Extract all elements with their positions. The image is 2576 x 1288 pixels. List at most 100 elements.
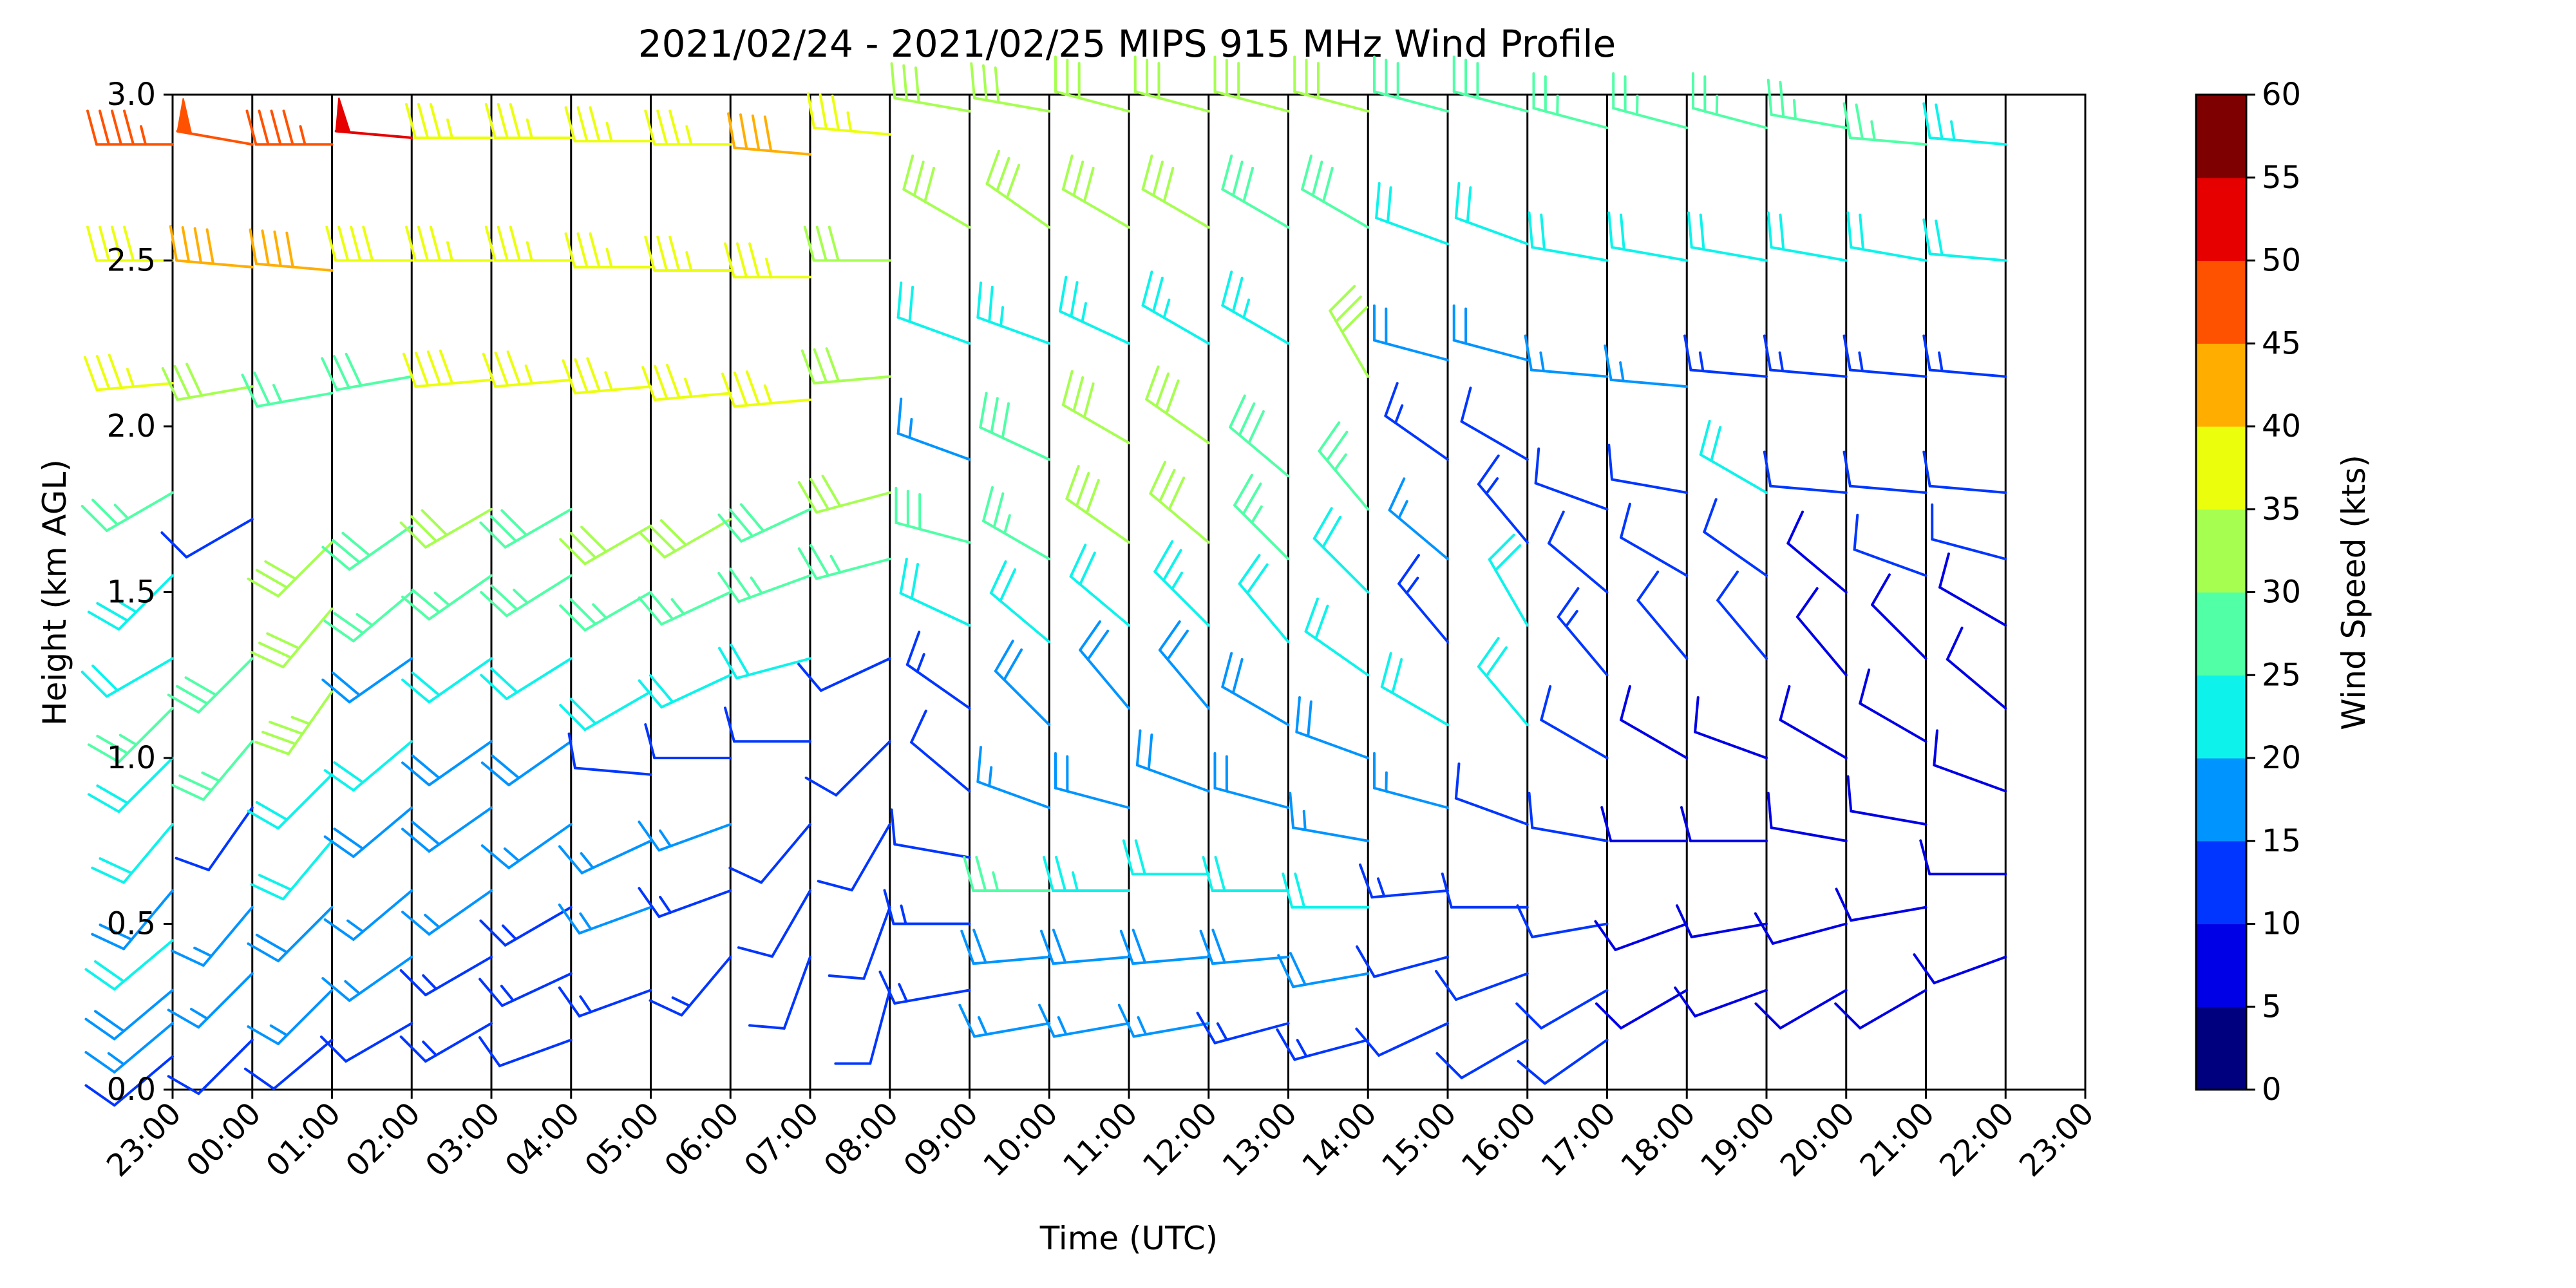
wind-barb	[1540, 685, 1609, 759]
wind-barb	[1922, 450, 2007, 494]
barb-half	[1216, 1022, 1228, 1041]
barb-full	[797, 480, 818, 514]
barb-full	[108, 354, 123, 390]
barb-full	[803, 225, 815, 262]
wind-barb	[401, 889, 493, 936]
barb-full	[1083, 166, 1095, 203]
colorbar-segment	[2196, 840, 2246, 925]
barb-full	[171, 783, 205, 801]
wind-barb	[1528, 211, 1609, 262]
barb-full	[285, 231, 294, 269]
barb-full	[247, 1025, 280, 1045]
barb-full	[1229, 394, 1246, 429]
wind-barb	[1061, 370, 1130, 444]
barb-full	[411, 588, 440, 614]
barb-full	[1318, 421, 1341, 453]
barb-half	[999, 306, 1005, 327]
barb-full	[1524, 334, 1533, 372]
wind-barb	[1853, 513, 1927, 577]
wind-barb	[1221, 652, 1290, 726]
barb-full	[1242, 482, 1262, 515]
barb-half	[1950, 120, 1956, 142]
barb-full	[654, 365, 668, 401]
wind-barb	[737, 889, 811, 958]
barb-shaft	[1716, 599, 1768, 660]
wind-barb	[1871, 573, 1927, 660]
barb-full	[659, 519, 687, 547]
wind-barb	[80, 657, 174, 698]
barb-full	[323, 918, 355, 941]
wind-barb	[1763, 334, 1848, 378]
barb-full	[1680, 806, 1692, 842]
wind-barb	[1594, 920, 1689, 951]
wind-barb	[1282, 872, 1370, 909]
barb-full	[728, 866, 763, 884]
barb-shaft	[1859, 702, 1927, 743]
barb-full	[1147, 733, 1153, 771]
barb-full	[1488, 533, 1515, 561]
barb-half	[1296, 1039, 1308, 1058]
barb-full	[988, 285, 994, 323]
barb-full	[332, 355, 350, 389]
colorbar-tick-label: 10	[2262, 906, 2301, 942]
barb-half	[671, 996, 691, 1007]
wind-barb	[245, 109, 334, 146]
barb-full	[990, 397, 999, 434]
barb-half	[1081, 302, 1087, 323]
wind-barb	[728, 823, 811, 884]
wind-barb	[1675, 904, 1768, 938]
barb-shaft	[1548, 542, 1609, 594]
wind-barb	[399, 1022, 493, 1063]
wind-barb	[976, 746, 1051, 810]
y-tick-label: 1.0	[107, 740, 156, 776]
wind-barb	[1703, 498, 1768, 577]
barb-full	[656, 109, 668, 146]
barb-full	[1441, 872, 1453, 909]
wind-barb	[1213, 55, 1290, 113]
barb-full	[1141, 154, 1153, 191]
wind-barb	[1766, 79, 1848, 129]
barb-full	[402, 352, 417, 388]
barb-full	[902, 64, 909, 102]
barb-full	[333, 761, 365, 784]
barb-half	[113, 504, 129, 520]
wind-barb	[1694, 696, 1768, 759]
barb-shaft	[850, 823, 891, 892]
wind-barb	[1452, 55, 1529, 113]
barb-full	[999, 568, 1017, 603]
x-tick-label: 15:00	[1375, 1095, 1463, 1184]
barb-full	[559, 538, 587, 565]
barb-half	[1162, 298, 1171, 319]
barb-shaft	[1454, 797, 1529, 826]
barb-full	[1277, 954, 1295, 989]
barb-full	[261, 229, 270, 267]
barb-half	[579, 912, 592, 931]
barb-full	[1202, 856, 1214, 892]
barb-full	[994, 639, 1014, 673]
barb-full	[1938, 552, 1950, 589]
barb-full	[1754, 912, 1774, 945]
barb-full	[268, 721, 304, 735]
barb-full	[167, 1075, 200, 1095]
wind-barb	[562, 357, 652, 395]
barb-full	[173, 365, 191, 399]
barb-full	[890, 62, 896, 100]
wind-barb	[1786, 510, 1848, 594]
barb-full	[1152, 160, 1164, 197]
barb-full	[985, 149, 1000, 185]
barb-shaft	[1771, 922, 1848, 945]
barb-full	[576, 106, 589, 143]
barb-full	[497, 102, 509, 139]
barb-full	[1763, 450, 1772, 488]
wind-barb	[1620, 685, 1689, 759]
barb-full	[813, 348, 828, 384]
wind-barb	[169, 225, 254, 269]
barb-full	[804, 776, 838, 797]
barb-full	[972, 929, 987, 964]
wind-barb	[890, 808, 971, 859]
barb-full	[1604, 344, 1613, 381]
barb-full	[1155, 372, 1170, 408]
barb-full	[250, 883, 285, 901]
wind-barb	[479, 905, 573, 947]
barb-full	[727, 112, 736, 149]
